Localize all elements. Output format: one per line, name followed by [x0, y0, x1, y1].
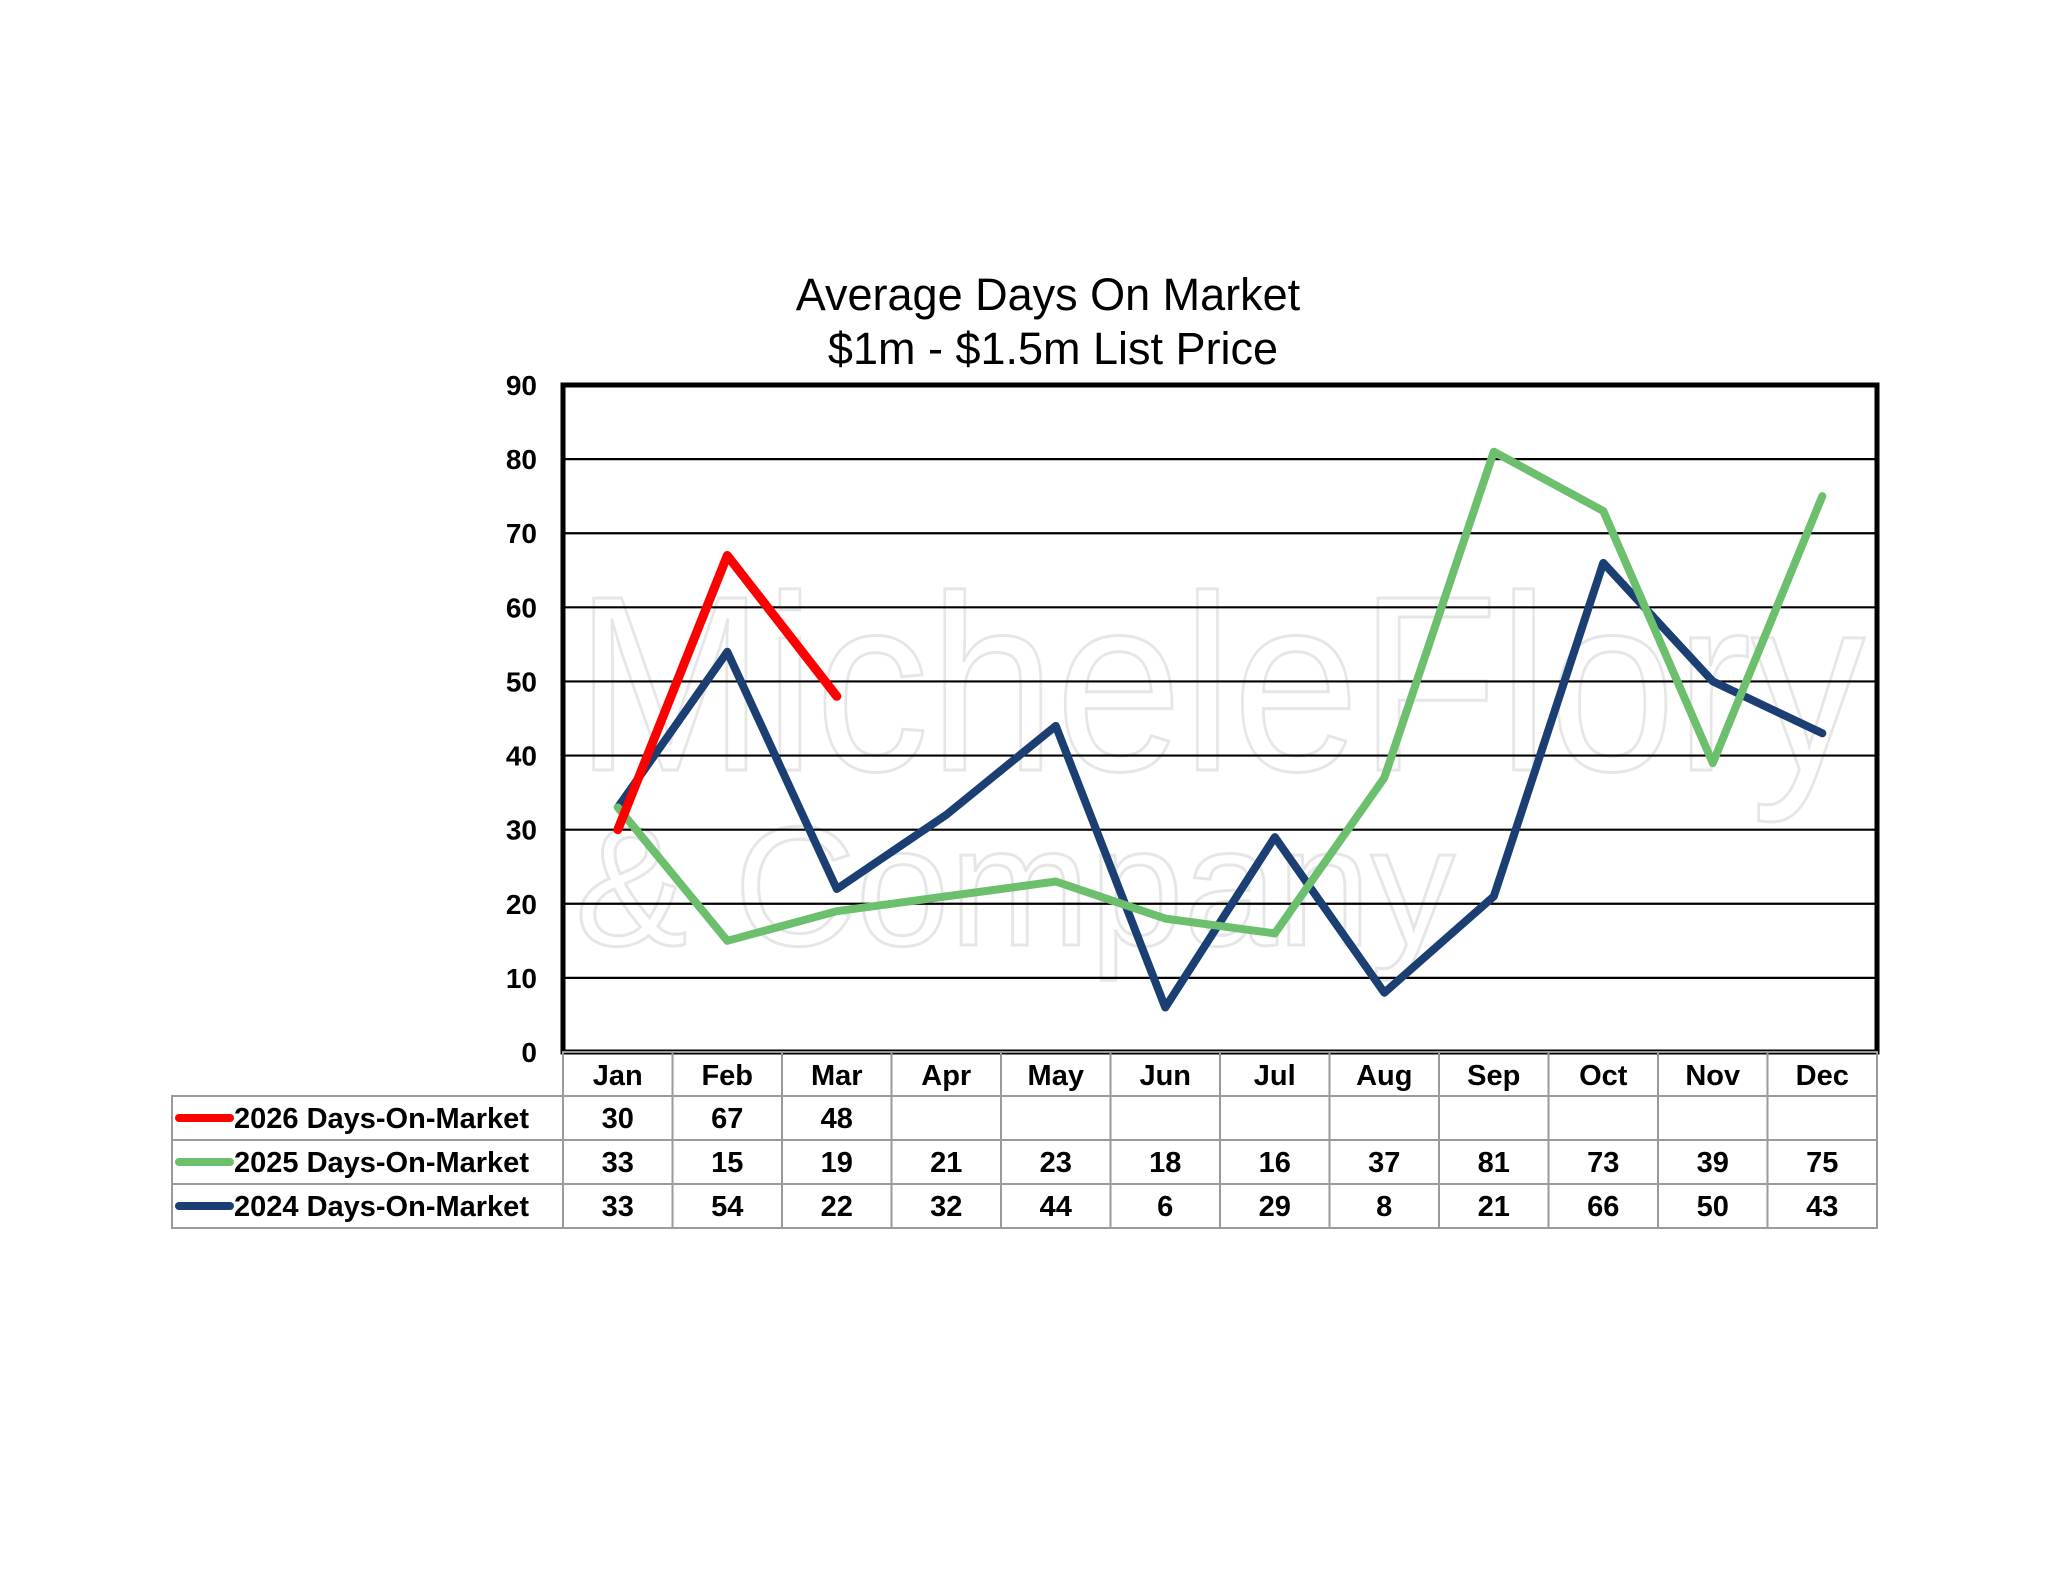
data-cell — [1547, 1095, 1659, 1141]
data-label: 29 — [1259, 1191, 1291, 1223]
data-cell — [1766, 1095, 1878, 1141]
y-tick-label: 70 — [506, 518, 537, 549]
data-label: 23 — [1040, 1147, 1072, 1179]
data-label: 48 — [821, 1103, 853, 1135]
y-tick-label: 90 — [506, 370, 537, 401]
data-label: 18 — [1149, 1147, 1181, 1179]
data-label: 33 — [602, 1191, 634, 1223]
data-label: 44 — [1040, 1191, 1072, 1223]
x-tick-label: Jul — [1254, 1060, 1296, 1092]
x-tick-label: Mar — [811, 1060, 863, 1092]
data-cell — [1219, 1095, 1331, 1141]
x-tick-label: Feb — [701, 1060, 753, 1092]
data-label: 19 — [821, 1147, 853, 1179]
y-tick-label: 60 — [506, 592, 537, 623]
y-tick-label: 0 — [521, 1037, 537, 1068]
data-label: 43 — [1806, 1191, 1838, 1223]
x-tick-label: Oct — [1579, 1060, 1628, 1092]
legend-label: 2025 Days-On-Market — [234, 1147, 529, 1179]
data-label: 33 — [602, 1147, 634, 1179]
series-line — [613, 551, 842, 835]
y-tick-label: 80 — [506, 444, 537, 475]
x-tick-label: Jun — [1139, 1060, 1191, 1092]
watermark-text-1: MicheleFlory — [575, 544, 1865, 823]
chart-title: Average Days On Market — [796, 269, 1301, 320]
data-label: 81 — [1478, 1147, 1510, 1179]
x-tick-label: Jan — [593, 1060, 643, 1092]
data-label: 73 — [1587, 1147, 1619, 1179]
data-label: 8 — [1376, 1191, 1392, 1223]
data-label: 6 — [1157, 1191, 1173, 1223]
data-label: 21 — [1478, 1191, 1510, 1223]
y-tick-label: 20 — [506, 889, 537, 920]
data-label: 50 — [1697, 1191, 1729, 1223]
x-tick-label: Sep — [1467, 1060, 1520, 1092]
data-cell — [890, 1095, 1002, 1141]
legend-label: 2024 Days-On-Market — [234, 1191, 529, 1223]
data-label: 39 — [1697, 1147, 1729, 1179]
x-tick-label: Dec — [1796, 1060, 1849, 1092]
data-label: 37 — [1368, 1147, 1400, 1179]
y-tick-label: 50 — [506, 666, 537, 697]
data-label: 21 — [930, 1147, 962, 1179]
data-label: 30 — [602, 1103, 634, 1135]
y-tick-label: 40 — [506, 741, 537, 772]
data-cell — [1657, 1095, 1769, 1141]
legend-label: 2026 Days-On-Market — [234, 1103, 529, 1135]
data-label: 15 — [711, 1147, 743, 1179]
data-cell — [1766, 1183, 1878, 1229]
chart-subtitle: $1m - $1.5m List Price — [828, 323, 1278, 374]
data-label: 54 — [711, 1191, 743, 1223]
data-label: 32 — [930, 1191, 962, 1223]
data-label: 75 — [1806, 1147, 1838, 1179]
data-cell — [1109, 1095, 1221, 1141]
data-cell — [1000, 1095, 1112, 1141]
x-tick-label: May — [1028, 1060, 1084, 1092]
y-tick-label: 30 — [506, 815, 537, 846]
series-line — [613, 447, 1827, 945]
data-label: 67 — [711, 1103, 743, 1135]
data-label: 22 — [821, 1191, 853, 1223]
data-cell — [1328, 1095, 1440, 1141]
data-label: 16 — [1259, 1147, 1291, 1179]
data-cell — [1438, 1095, 1550, 1141]
x-tick-label: Apr — [921, 1060, 971, 1092]
data-label: 66 — [1587, 1191, 1619, 1223]
x-tick-label: Aug — [1356, 1060, 1412, 1092]
x-tick-label: Nov — [1685, 1060, 1740, 1092]
y-tick-label: 10 — [506, 963, 537, 994]
